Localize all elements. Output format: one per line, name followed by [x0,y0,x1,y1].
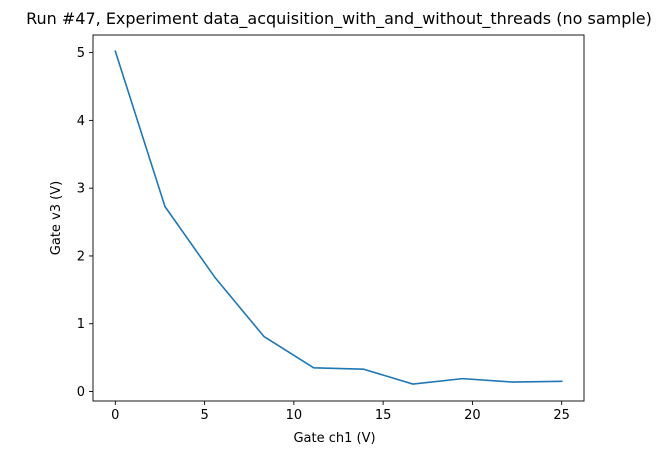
x-axis-label: Gate ch1 (V) [293,431,375,446]
x-tick-label: 10 [286,408,303,423]
y-tick-label: 1 [77,317,85,332]
y-tick-label: 2 [77,249,85,264]
y-tick-label: 0 [77,385,85,400]
y-axis-label: Gate v3 (V) [49,181,64,255]
y-tick-label: 4 [77,114,85,129]
x-tick-label: 15 [375,408,392,423]
plot-area [114,50,563,385]
series-line-0 [114,50,563,385]
x-tick-label: 0 [111,408,119,423]
x-tick-label: 20 [464,408,481,423]
x-tick-label: 25 [553,408,570,423]
chart-title: Run #47, Experiment data_acquisition_wit… [26,9,652,29]
x-tick-label: 5 [200,408,208,423]
y-tick-label: 5 [77,46,85,61]
y-tick-label: 3 [77,182,85,197]
axes: 0 5 10 15 20 25 0 1 2 3 4 5 [77,34,585,423]
plot-frame [92,34,585,402]
